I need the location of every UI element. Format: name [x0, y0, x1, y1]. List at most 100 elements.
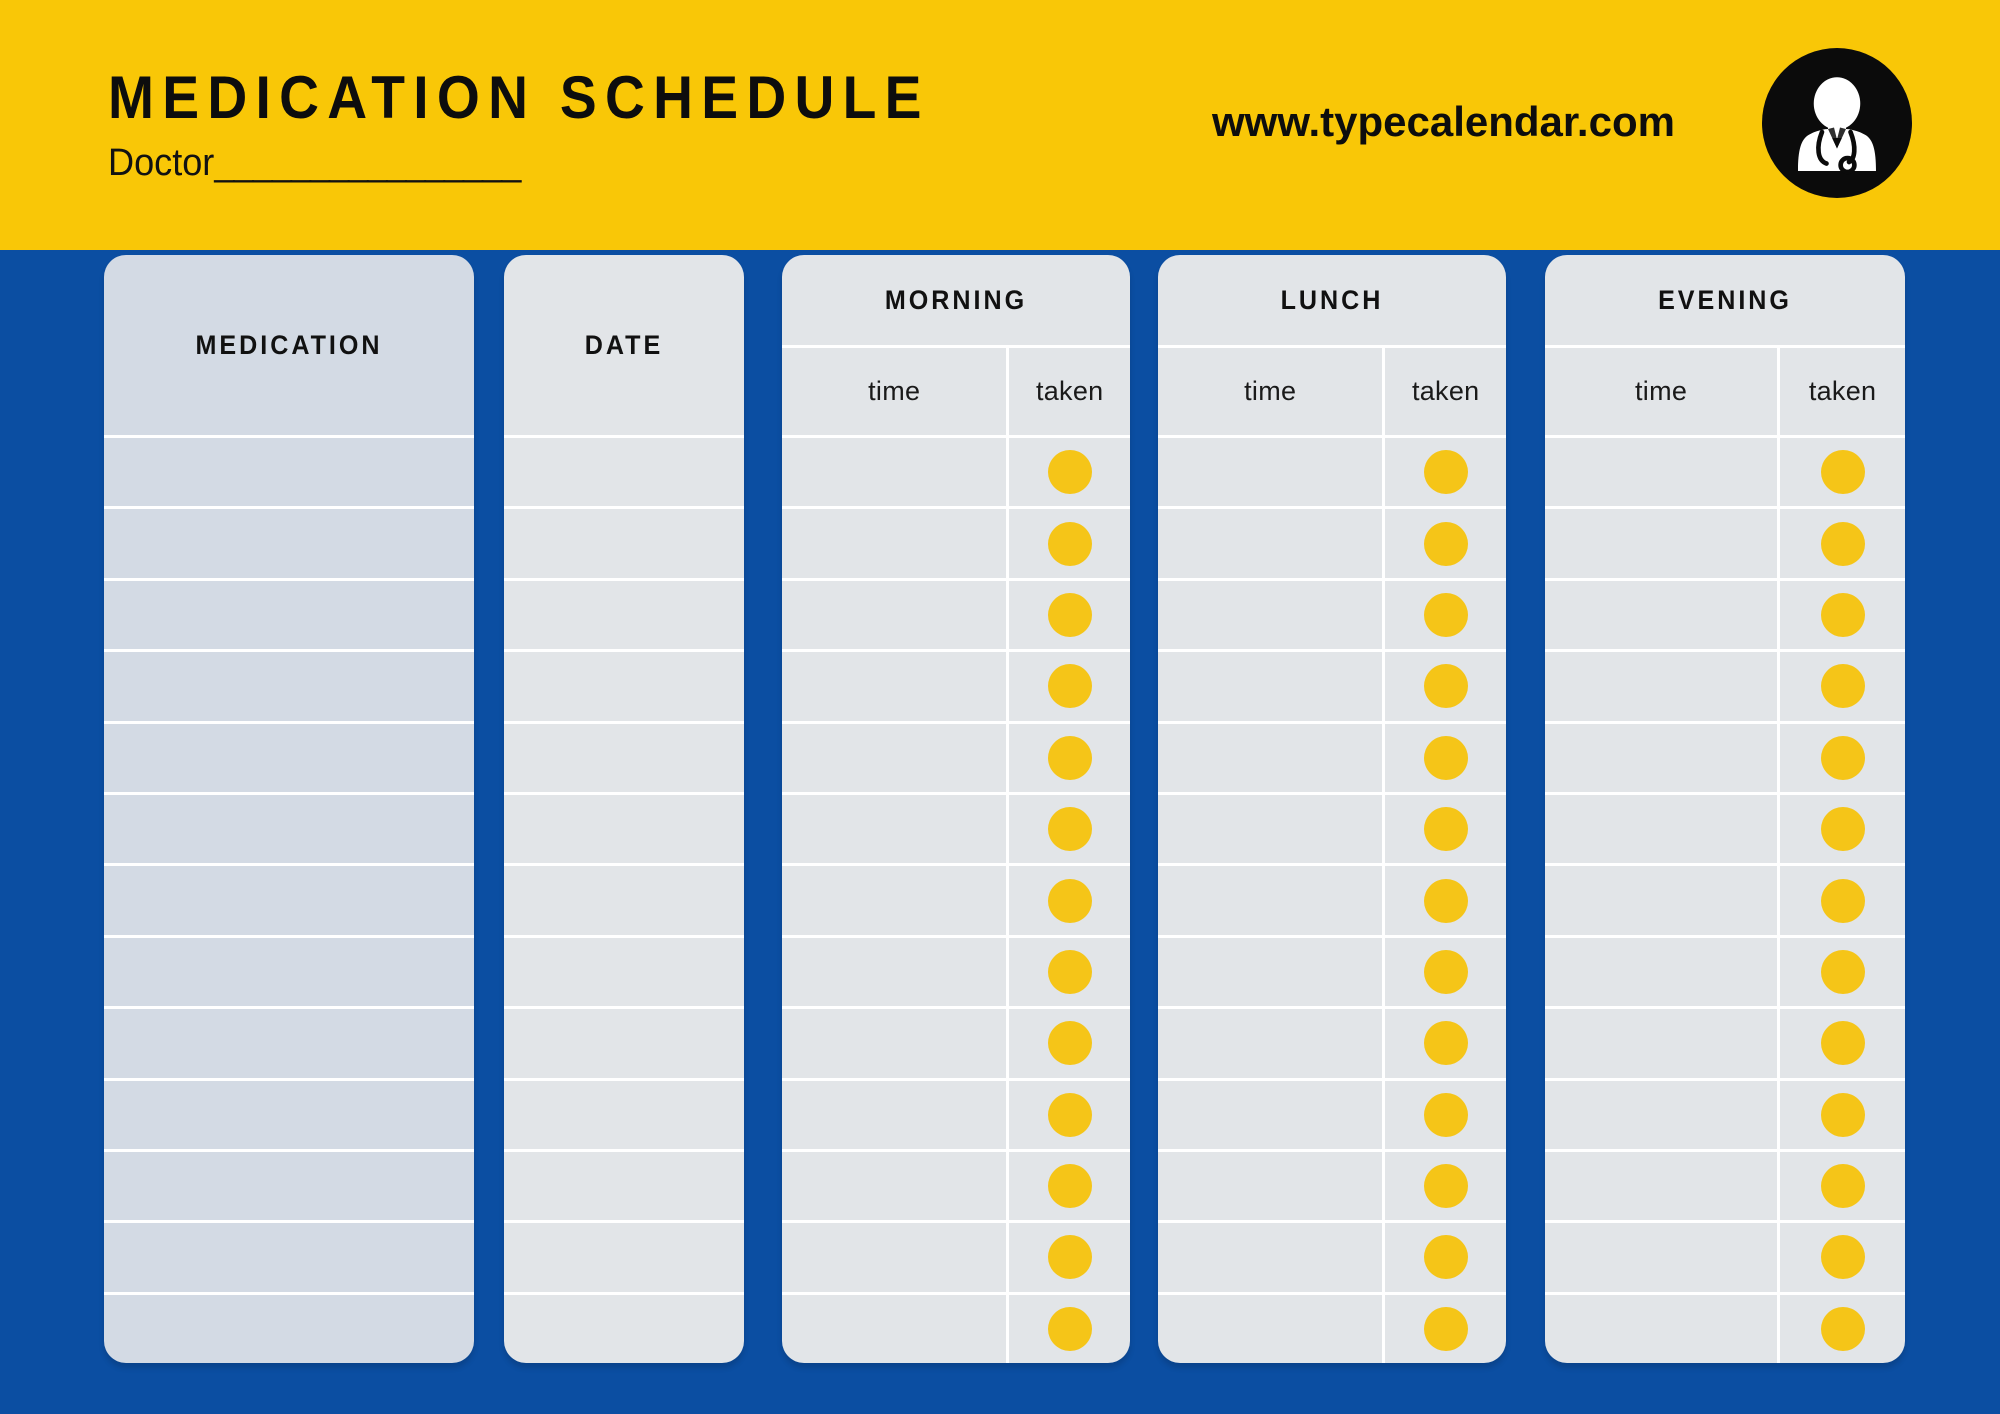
table-row[interactable]	[782, 577, 1130, 650]
table-row[interactable]	[104, 791, 474, 863]
table-row[interactable]	[504, 649, 744, 720]
taken-dot-icon[interactable]	[1423, 664, 1468, 709]
medication-cell[interactable]	[104, 438, 474, 506]
lunch-time-cell[interactable]	[1158, 1009, 1386, 1078]
evening-time-cell[interactable]	[1545, 438, 1781, 507]
evening-time-cell[interactable]	[1545, 723, 1781, 792]
lunch-time-cell[interactable]	[1158, 866, 1386, 935]
morning-time-cell[interactable]	[782, 866, 1010, 935]
date-cell[interactable]	[504, 438, 744, 506]
date-cell[interactable]	[504, 795, 744, 863]
table-row[interactable]	[1158, 1148, 1506, 1221]
taken-dot-icon[interactable]	[1047, 1235, 1092, 1280]
medication-cell[interactable]	[104, 1223, 474, 1291]
table-row[interactable]	[782, 506, 1130, 578]
table-row[interactable]	[104, 435, 474, 506]
table-row[interactable]	[782, 1077, 1130, 1149]
table-row[interactable]	[782, 863, 1130, 935]
taken-dot-icon[interactable]	[1820, 1021, 1865, 1066]
table-row[interactable]	[782, 435, 1130, 507]
table-row[interactable]	[504, 1220, 744, 1291]
evening-taken-cell[interactable]	[1780, 438, 1905, 506]
morning-time-cell[interactable]	[782, 580, 1010, 650]
lunch-time-cell[interactable]	[1158, 1080, 1386, 1149]
table-row[interactable]	[1158, 506, 1506, 578]
lunch-taken-cell[interactable]	[1385, 724, 1506, 792]
table-row[interactable]	[782, 1220, 1130, 1292]
morning-taken-cell[interactable]	[1009, 724, 1130, 792]
table-row[interactable]	[1545, 1077, 1905, 1149]
table-row[interactable]	[504, 435, 744, 506]
morning-time-cell[interactable]	[782, 1223, 1010, 1292]
table-row[interactable]	[782, 934, 1130, 1007]
table-row[interactable]	[104, 863, 474, 934]
table-row[interactable]	[104, 1220, 474, 1291]
lunch-taken-cell[interactable]	[1385, 509, 1506, 577]
doctor-field[interactable]: Doctor________________	[108, 144, 957, 182]
table-row[interactable]	[1158, 435, 1506, 507]
medication-cell[interactable]	[104, 1081, 474, 1149]
lunch-time-cell[interactable]	[1158, 438, 1386, 507]
lunch-time-cell[interactable]	[1158, 580, 1386, 650]
morning-time-cell[interactable]	[782, 1080, 1010, 1149]
lunch-time-cell[interactable]	[1158, 937, 1386, 1007]
table-row[interactable]	[1158, 649, 1506, 721]
evening-time-cell[interactable]	[1545, 580, 1781, 650]
lunch-taken-cell[interactable]	[1385, 938, 1506, 1006]
table-row[interactable]	[1545, 577, 1905, 650]
taken-dot-icon[interactable]	[1820, 878, 1865, 923]
table-row[interactable]	[1158, 791, 1506, 864]
lunch-time-cell[interactable]	[1158, 1223, 1386, 1292]
taken-dot-icon[interactable]	[1047, 592, 1092, 637]
table-row[interactable]	[1158, 720, 1506, 792]
morning-time-cell[interactable]	[782, 438, 1010, 507]
table-row[interactable]	[1545, 506, 1905, 578]
medication-cell[interactable]	[104, 1009, 474, 1077]
taken-dot-icon[interactable]	[1423, 1021, 1468, 1066]
lunch-time-cell[interactable]	[1158, 1151, 1386, 1221]
table-row[interactable]	[104, 1291, 474, 1363]
taken-dot-icon[interactable]	[1423, 1306, 1468, 1351]
table-row[interactable]	[782, 649, 1130, 721]
morning-taken-cell[interactable]	[1009, 1009, 1130, 1077]
table-row[interactable]	[1158, 934, 1506, 1007]
table-row[interactable]	[504, 720, 744, 792]
taken-dot-icon[interactable]	[1047, 1306, 1092, 1351]
date-cell[interactable]	[504, 1009, 744, 1077]
table-row[interactable]	[782, 1148, 1130, 1221]
date-cell[interactable]	[504, 1295, 744, 1363]
table-row[interactable]	[1158, 1077, 1506, 1149]
lunch-taken-cell[interactable]	[1385, 438, 1506, 506]
table-row[interactable]	[104, 1006, 474, 1077]
table-row[interactable]	[504, 1291, 744, 1363]
lunch-taken-cell[interactable]	[1385, 866, 1506, 934]
morning-taken-cell[interactable]	[1009, 1295, 1130, 1363]
evening-time-cell[interactable]	[1545, 1294, 1781, 1363]
taken-dot-icon[interactable]	[1820, 521, 1865, 566]
taken-dot-icon[interactable]	[1047, 735, 1092, 780]
lunch-time-cell[interactable]	[1158, 794, 1386, 864]
date-cell[interactable]	[504, 1081, 744, 1149]
table-row[interactable]	[1545, 1148, 1905, 1221]
table-row[interactable]	[1545, 934, 1905, 1007]
taken-dot-icon[interactable]	[1820, 592, 1865, 637]
table-row[interactable]	[1545, 649, 1905, 721]
date-cell[interactable]	[504, 652, 744, 720]
taken-dot-icon[interactable]	[1820, 1306, 1865, 1351]
evening-taken-cell[interactable]	[1780, 1295, 1905, 1363]
morning-time-cell[interactable]	[782, 1151, 1010, 1221]
evening-time-cell[interactable]	[1545, 652, 1781, 721]
taken-dot-icon[interactable]	[1820, 450, 1865, 495]
table-row[interactable]	[104, 1077, 474, 1149]
lunch-taken-cell[interactable]	[1385, 652, 1506, 720]
evening-taken-cell[interactable]	[1780, 1152, 1905, 1220]
morning-taken-cell[interactable]	[1009, 581, 1130, 649]
evening-taken-cell[interactable]	[1780, 581, 1905, 649]
table-row[interactable]	[1158, 1006, 1506, 1078]
medication-cell[interactable]	[104, 938, 474, 1006]
morning-time-cell[interactable]	[782, 794, 1010, 864]
taken-dot-icon[interactable]	[1423, 450, 1468, 495]
date-cell[interactable]	[504, 724, 744, 792]
morning-taken-cell[interactable]	[1009, 938, 1130, 1006]
taken-dot-icon[interactable]	[1423, 1092, 1468, 1137]
